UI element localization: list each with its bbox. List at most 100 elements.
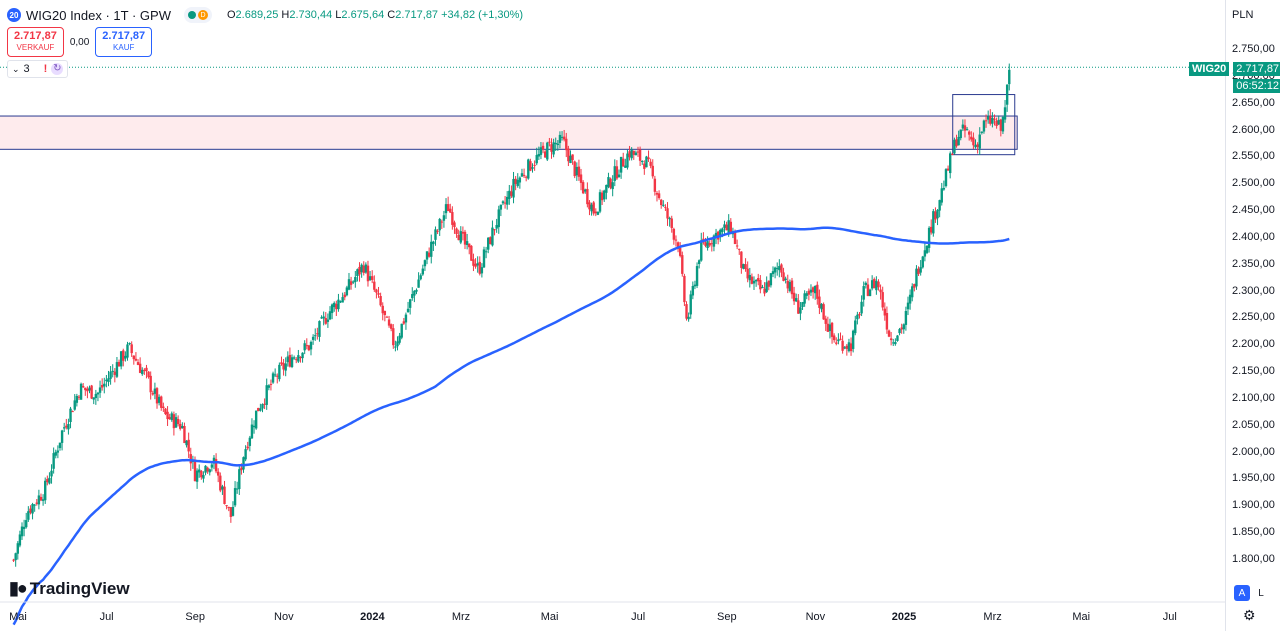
candle-body [607,177,610,187]
candle-body [986,116,990,120]
candle-body [183,426,186,444]
candle-body [387,319,391,326]
candle-body [501,201,505,204]
candle-body [573,161,576,177]
candle-body [341,297,344,303]
candle-body [963,125,967,131]
candle-body [870,280,874,289]
candle-body [27,511,30,520]
candle-body [923,250,927,257]
candle-body [535,155,538,164]
candle-body [759,279,762,290]
candle-body [940,188,943,203]
candle-body [316,333,319,335]
candle-body [476,263,479,266]
candle-body [683,275,686,303]
status-dots[interactable]: D [183,7,212,23]
candle-body [41,499,45,501]
candle-body [529,161,532,171]
candle-body [763,288,766,294]
candle-body [792,292,796,302]
candle-body [875,280,878,291]
candle-body [248,437,252,446]
candle-body [383,310,387,316]
candle-body [837,339,840,342]
candle-body [153,388,157,394]
candle-body [297,355,300,362]
candle-body [119,351,123,367]
range-box [952,94,1016,156]
candle-body [434,229,437,240]
candle-body [605,184,608,193]
candle-body [151,393,154,395]
candle-body [942,187,946,190]
candle-body [961,124,965,129]
candle-body [723,224,726,228]
candle-body [193,461,197,482]
candle-body [982,120,986,132]
chart-title[interactable]: WIG20 Index · 1T · GPW [26,7,171,23]
candle-body [643,163,646,169]
candle-body [959,129,962,139]
candle-body [811,287,815,293]
candle-body [953,139,956,154]
candle-body [333,302,336,308]
buy-button[interactable]: 2.717,87 KAUF [95,27,153,57]
candle-body [278,364,281,380]
time-tick-label: Mai [540,611,559,623]
candle-body [590,204,593,212]
candle-body [934,211,937,220]
candle-body [90,385,93,399]
time-tick-label: Mrz [451,611,471,623]
candle-body [558,134,562,143]
candle-body [198,469,201,473]
candle-body [685,304,688,319]
candle-body [487,237,490,250]
candle-body [824,318,827,324]
candle-body [105,379,108,382]
candle-body [265,385,268,405]
price-axis-panel[interactable]: PLN [1225,0,1280,631]
log-scale-button[interactable]: L [1253,585,1269,601]
candle-body [314,335,317,337]
candle-body [689,294,692,315]
price-tick-label: 2.600,00 [1232,123,1275,136]
currency-label[interactable]: PLN [1232,9,1254,21]
auto-scale-button[interactable]: A [1234,585,1250,601]
candle-body [364,264,368,273]
candle-body [862,286,865,300]
settings-gear-icon[interactable]: ⚙ [1243,607,1256,623]
sell-button[interactable]: 2.717,87 VERKAUF [7,27,64,57]
candle-body [366,265,370,282]
chevron-down-icon[interactable]: ⌄ [12,63,20,74]
candle-body [162,406,165,409]
candle-body [993,118,996,120]
refresh-icon[interactable]: ↻ [51,63,64,75]
low-label: L [335,9,342,21]
candle-body [455,228,458,235]
candle-body [69,408,72,423]
indicators-toggle[interactable]: ⌄ 3 ! ↻ [7,60,69,78]
candle-body [518,177,522,183]
symbol-badge-icon[interactable]: 20 [7,8,21,22]
alert-icon[interactable]: ! [43,63,48,75]
time-tick-label: Mrz [983,611,1002,623]
candle-body [377,293,380,295]
candle-body [259,408,262,411]
candle-body [955,139,958,147]
price-tick-label: 2.750,00 [1232,43,1275,55]
candle-body [430,241,433,257]
price-tick-label: 2.550,00 [1232,150,1275,163]
tradingview-logo[interactable]: ▮● TradingView [9,578,130,599]
candle-body [229,507,233,517]
candle-body [195,470,199,482]
candle-body [719,229,722,238]
time-tick-label: Sep [717,611,737,623]
price-chart[interactable] [0,0,1225,631]
candle-body [282,363,285,370]
candle-body [309,341,313,350]
price-tick-label: 2.000,00 [1232,445,1275,458]
candle-body [738,248,741,250]
high-value: 2.730,44 [289,9,333,21]
candle-body [946,168,950,171]
